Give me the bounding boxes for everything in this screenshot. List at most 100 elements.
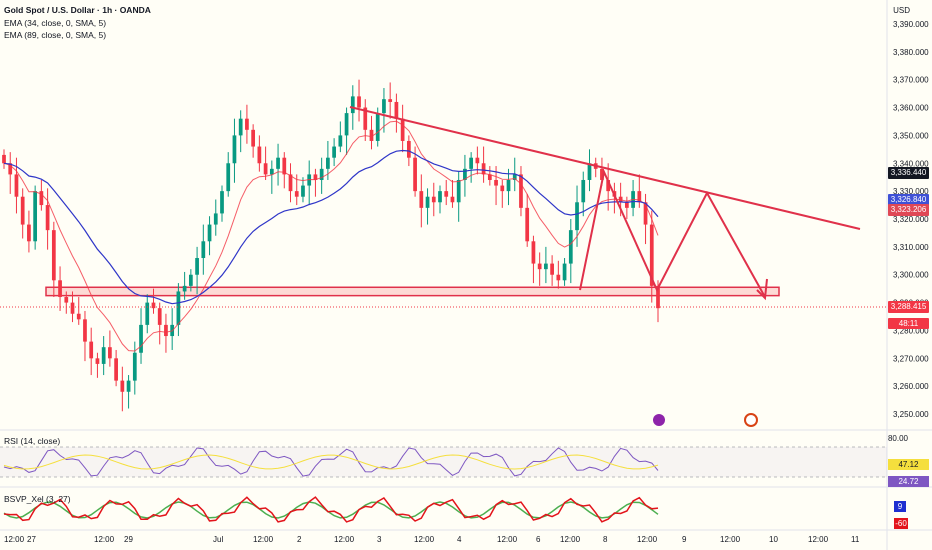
candle-body <box>568 230 573 264</box>
candle-body <box>282 157 287 175</box>
time-tick: 12:00 <box>94 535 115 544</box>
candle-body <box>469 157 474 169</box>
candle-body <box>45 205 50 231</box>
candle-body <box>220 191 224 214</box>
price-tick: 3,360.000 <box>893 104 929 113</box>
time-tick: 10 <box>769 535 778 544</box>
ema34-line <box>3 120 659 352</box>
bsvp-label[interactable]: BSVP_Xel (3, 27) <box>4 494 71 504</box>
price-tick: 3,380.000 <box>893 48 929 57</box>
time-tick: 12:00 <box>414 535 435 544</box>
price-tick: 3,350.000 <box>893 131 929 140</box>
candle-body <box>226 163 231 192</box>
candle-body <box>132 352 137 381</box>
candle-body <box>326 157 330 169</box>
candle-body <box>413 157 417 192</box>
candle-body <box>64 297 69 303</box>
candle-body <box>556 274 561 281</box>
candle-body <box>276 157 280 169</box>
candle-body <box>575 202 579 231</box>
candle-body <box>89 341 94 359</box>
candle-body <box>313 174 318 180</box>
candle-body <box>624 202 629 208</box>
rsi-band <box>0 447 887 477</box>
candle-body <box>369 129 374 141</box>
candle-body <box>456 179 461 203</box>
candle-body <box>188 274 193 286</box>
candle-body <box>195 258 199 275</box>
candle-body <box>338 135 343 147</box>
rsi-level-high: 80.00 <box>887 434 908 443</box>
support-zone <box>45 286 780 297</box>
currency-label[interactable]: USD <box>893 6 910 15</box>
candle-body <box>245 118 249 130</box>
candle-body <box>500 185 505 192</box>
time-tick: Jul <box>213 535 224 544</box>
candle-body <box>587 163 592 180</box>
candle-body <box>487 174 492 180</box>
ema89-legend[interactable]: EMA (89, close, 0, SMA, 5) <box>4 30 107 40</box>
candle-body <box>494 179 498 186</box>
candle-body <box>400 118 405 141</box>
candle-body <box>319 168 324 180</box>
rsi-line <box>3 447 659 477</box>
candle-body <box>606 179 611 192</box>
countdown-timer: 48:11 <box>888 318 929 329</box>
price-tick: 3,390.000 <box>893 20 929 29</box>
time-tick: 12:00 <box>497 535 518 544</box>
candle-body <box>151 302 156 309</box>
time-tick: 2 <box>297 535 302 544</box>
candle-body <box>581 179 586 203</box>
candle-body <box>382 99 386 114</box>
price-tick: 3,250.000 <box>893 410 929 419</box>
time-tick: 9 <box>682 535 687 544</box>
price-tick: 3,310.000 <box>893 243 929 252</box>
candle-body <box>213 213 218 225</box>
candle-body <box>301 185 305 197</box>
ema34-legend[interactable]: EMA (34, close, 0, SMA, 5) <box>4 18 107 28</box>
price-tick: 3,330.000 <box>893 187 929 196</box>
rsi-label[interactable]: RSI (14, close) <box>4 436 61 446</box>
candle-body <box>506 179 511 192</box>
ema89-line <box>3 149 659 305</box>
candle-body <box>232 135 237 164</box>
candle-body <box>406 140 411 158</box>
time-tick: 6 <box>536 535 541 544</box>
candle-body <box>251 129 256 147</box>
time-tick: 4 <box>457 535 462 544</box>
candle-body <box>182 285 187 292</box>
candle-body <box>643 202 648 225</box>
candle-body <box>263 163 268 175</box>
candle-body <box>537 263 542 270</box>
candle-body <box>519 174 523 208</box>
symbol-title[interactable]: Gold Spot / U.S. Dollar · 1h · OANDA <box>4 5 151 15</box>
time-tick: 12:00 <box>253 535 274 544</box>
candle-body <box>33 191 38 242</box>
candle-body <box>58 280 62 298</box>
price-tick: 3,280.000 <box>893 326 929 335</box>
candle-body <box>531 241 536 264</box>
flash-event-icon <box>653 414 665 426</box>
candle-body <box>344 113 349 136</box>
candle-body <box>95 358 100 364</box>
candle-body <box>357 96 361 108</box>
time-tick: 12:00 <box>560 535 581 544</box>
price-label: 3,326.840 <box>888 193 929 206</box>
candle-body <box>475 157 480 164</box>
candle-body <box>101 347 106 364</box>
time-tick: 3 <box>377 535 382 544</box>
candle-body <box>70 302 75 314</box>
time-tick: 8 <box>603 535 608 544</box>
projection-path <box>579 168 766 298</box>
price-tick: 3,270.000 <box>893 354 929 363</box>
candle-body <box>363 107 368 130</box>
price-tick: 3,300.000 <box>893 271 929 280</box>
candle-body <box>157 308 162 325</box>
time-tick: 12:00 <box>334 535 355 544</box>
price-label: 3,336.440 <box>888 167 929 180</box>
candle-body <box>656 285 660 309</box>
candle-body <box>444 191 449 197</box>
candle-body <box>207 224 212 242</box>
